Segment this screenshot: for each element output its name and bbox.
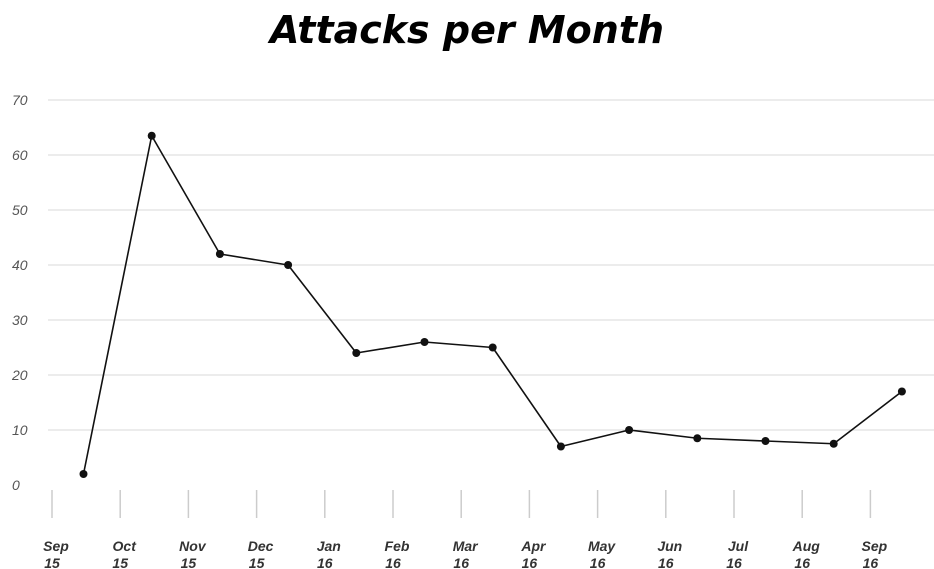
y-axis: 0 10 20 30 40 50 60 70 [11, 92, 28, 493]
x-tick-label: Apr 16 [520, 538, 547, 569]
x-tick-label: Sep 16 [862, 538, 888, 569]
data-point [625, 426, 634, 434]
y-tick-label: 10 [12, 422, 28, 438]
data-point [215, 250, 224, 258]
x-tick-label: Mar 16 [453, 538, 479, 569]
x-tick-label: May 16 [588, 538, 616, 569]
data-point [761, 437, 770, 445]
x-tick-label: Dec 15 [248, 538, 274, 569]
data-point [79, 470, 88, 478]
data-point [829, 439, 838, 448]
data-point [693, 434, 702, 443]
x-tick-label: Aug 16 [792, 538, 821, 569]
y-tick-label: 0 [12, 477, 20, 493]
x-tick-label: Feb 16 [385, 538, 410, 569]
y-tick-label: 30 [12, 312, 28, 328]
data-point [147, 131, 156, 140]
y-tick-label: 60 [12, 147, 28, 163]
y-tick-label: 70 [12, 92, 28, 108]
x-tick-label: Jan 16 [317, 538, 341, 569]
x-tick-label: Jul 16 [726, 538, 749, 569]
x-tick-label: Oct 15 [112, 538, 137, 569]
gridlines [48, 99, 934, 431]
data-point [284, 261, 293, 269]
x-tick-label: Nov 15 [179, 538, 207, 569]
data-point [420, 338, 429, 346]
x-tick-label: Sep 15 [43, 538, 69, 569]
series-line [82, 134, 903, 475]
series-layer [79, 131, 906, 478]
y-tick-label: 40 [12, 257, 28, 273]
data-point [488, 343, 497, 352]
chart-title: Attacks per Month [269, 8, 665, 52]
data-point [352, 349, 361, 357]
data-point [556, 442, 565, 451]
y-tick-label: 50 [12, 202, 28, 218]
y-tick-label: 20 [11, 367, 28, 383]
data-point [897, 387, 906, 396]
x-axis: Sep 15 Oct 15 Nov 15 Dec 15 Jan 16 Feb 16 Mar 16 Apr 16… [43, 490, 888, 569]
x-tick-label: Jun 16 [657, 538, 682, 569]
